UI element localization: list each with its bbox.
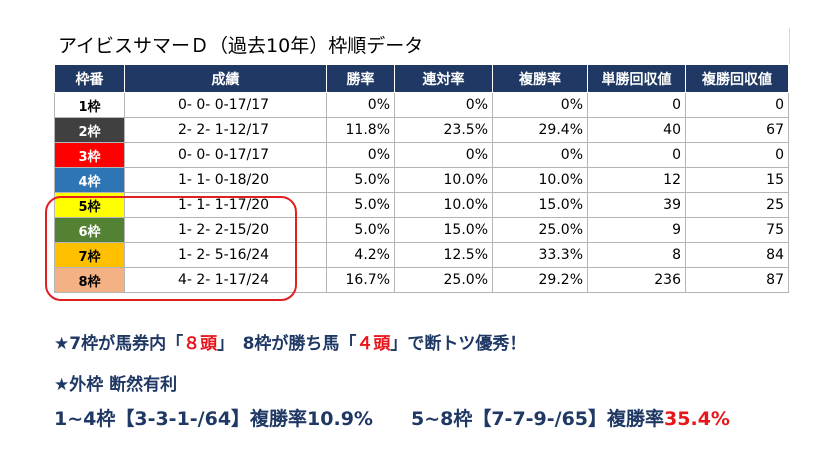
waku-cell: 6枠 [54, 217, 125, 243]
waku-data-table: 枠番 成績 勝率 連対率 複勝率 単勝回収値 複勝回収値 1枠 0- 0- 0-1… [54, 64, 789, 293]
table-row: 3枠 0- 0- 0-17/17 0% 0% 0% 0 0 [54, 142, 789, 168]
fukusho-return-cell: 0 [685, 92, 789, 118]
table-row: 1枠 0- 0- 0-17/17 0% 0% 0% 0 0 [54, 92, 789, 118]
win-rate-cell: 4.2% [326, 242, 395, 268]
rentai-rate-cell: 12.5% [394, 242, 493, 268]
win-rate-cell: 11.8% [326, 117, 395, 143]
fukusho-return-cell: 0 [685, 142, 789, 168]
header-win-rate: 勝率 [326, 64, 395, 93]
note-3-highlight: 35.4% [664, 408, 730, 430]
waku-cell: 7枠 [54, 242, 125, 268]
note-3-part-1: 1~4枠【3-3-1-/64】複勝率10.9% 5~8枠【7-7-9-/65】複… [54, 408, 665, 430]
note-1-part-1: ★7枠が馬券内「 [54, 334, 184, 354]
win-rate-cell: 5.0% [326, 217, 395, 243]
fukusho-rate-cell: 25.0% [492, 217, 588, 243]
outer-waku-highlight-frame [45, 196, 297, 301]
fukusho-return-cell: 15 [685, 167, 789, 193]
fukusho-rate-cell: 0% [492, 92, 588, 118]
rentai-rate-cell: 23.5% [394, 117, 493, 143]
win-rate-cell: 5.0% [326, 167, 395, 193]
fukusho-return-cell: 84 [685, 242, 789, 268]
table-row: 2枠 2- 2- 1-12/17 11.8% 23.5% 29.4% 40 67 [54, 117, 789, 143]
header-record: 成績 [124, 64, 327, 93]
header-tansho-return: 単勝回収値 [587, 64, 686, 93]
fukusho-return-cell: 75 [685, 217, 789, 243]
waku-cell: 2枠 [54, 117, 125, 143]
tansho-return-cell: 9 [587, 217, 686, 243]
win-rate-cell: 0% [326, 92, 395, 118]
fukusho-rate-cell: 33.3% [492, 242, 588, 268]
table-row: 4枠 1- 1- 0-18/20 5.0% 10.0% 10.0% 12 15 [54, 167, 789, 193]
table-row: 7枠 1- 2- 5-16/24 4.2% 12.5% 33.3% 8 84 [54, 242, 789, 268]
header-fukusho-return: 複勝回収値 [685, 64, 789, 93]
note-line-3: 1~4枠【3-3-1-/64】複勝率10.9% 5~8枠【7-7-9-/65】複… [54, 404, 730, 431]
rentai-rate-cell: 0% [394, 92, 493, 118]
record-cell: 1- 2- 2-15/20 [124, 217, 327, 243]
fukusho-rate-cell: 29.2% [492, 267, 588, 293]
tansho-return-cell: 12 [587, 167, 686, 193]
fukusho-rate-cell: 0% [492, 142, 588, 168]
note-1-highlight-1: ８頭 [183, 334, 218, 354]
record-cell: 0- 0- 0-17/17 [124, 142, 327, 168]
table-title: アイビスサマーＤ（過去10年）枠順データ [56, 28, 790, 64]
rentai-rate-cell: 15.0% [394, 217, 493, 243]
note-1-part-2: 」 8枠が勝ち馬「 [217, 334, 357, 354]
header-rentai-rate: 連対率 [394, 64, 493, 93]
record-cell: 0- 0- 0-17/17 [124, 92, 327, 118]
tansho-return-cell: 40 [587, 117, 686, 143]
win-rate-cell: 5.0% [326, 192, 395, 218]
fukusho-rate-cell: 29.4% [492, 117, 588, 143]
rentai-rate-cell: 10.0% [394, 167, 493, 193]
waku-cell: 1枠 [54, 92, 125, 118]
win-rate-cell: 0% [326, 142, 395, 168]
rentai-rate-cell: 10.0% [394, 192, 493, 218]
tansho-return-cell: 0 [587, 142, 686, 168]
rentai-rate-cell: 25.0% [394, 267, 493, 293]
note-1-highlight-2: ４頭 [356, 334, 391, 354]
waku-cell: 8枠 [54, 267, 125, 293]
fukusho-return-cell: 67 [685, 117, 789, 143]
fukusho-rate-cell: 10.0% [492, 167, 588, 193]
record-cell: 1- 1- 0-18/20 [124, 167, 327, 193]
tansho-return-cell: 8 [587, 242, 686, 268]
table-header-row: 枠番 成績 勝率 連対率 複勝率 単勝回収値 複勝回収値 [54, 64, 789, 93]
record-cell: 1- 2- 5-16/24 [124, 242, 327, 268]
waku-cell: 3枠 [54, 142, 125, 168]
tansho-return-cell: 236 [587, 267, 686, 293]
note-line-1: ★7枠が馬券内「８頭」 8枠が勝ち馬「４頭」で断トツ優秀！ [54, 329, 526, 354]
fukusho-rate-cell: 15.0% [492, 192, 588, 218]
rentai-rate-cell: 0% [394, 142, 493, 168]
note-line-2: ★外枠 断然有利 [54, 375, 178, 395]
record-cell: 2- 2- 1-12/17 [124, 117, 327, 143]
waku-cell: 4枠 [54, 167, 125, 193]
table-row: 8枠 4- 2- 1-17/24 16.7% 25.0% 29.2% 236 87 [54, 267, 789, 293]
header-fukusho-rate: 複勝率 [492, 64, 588, 93]
fukusho-return-cell: 25 [685, 192, 789, 218]
win-rate-cell: 16.7% [326, 267, 395, 293]
fukusho-return-cell: 87 [685, 267, 789, 293]
table-row: 6枠 1- 2- 2-15/20 5.0% 15.0% 25.0% 9 75 [54, 217, 789, 243]
header-waku: 枠番 [54, 64, 125, 93]
tansho-return-cell: 39 [587, 192, 686, 218]
note-1-part-3: 」で断トツ優秀！ [390, 334, 527, 354]
tansho-return-cell: 0 [587, 92, 686, 118]
